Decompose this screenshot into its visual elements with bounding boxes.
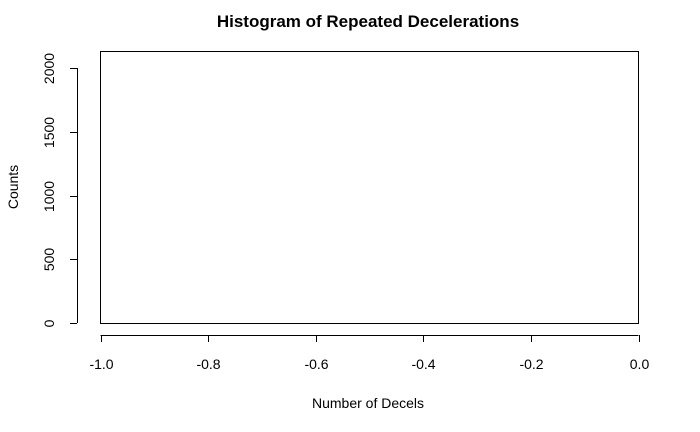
- x-tick-label: -1.0: [89, 356, 113, 372]
- x-axis: -1.0 -0.8 -0.6 -0.4 -0.2 0.0: [89, 335, 649, 372]
- plot-area: [100, 51, 639, 324]
- x-tick-label: -0.8: [196, 356, 220, 372]
- x-tick-label: -0.2: [519, 356, 543, 372]
- y-tick-label: 1000: [41, 181, 57, 212]
- x-axis-label: Number of Decels: [312, 395, 424, 411]
- x-tick-label: -0.6: [304, 356, 328, 372]
- chart-title: Histogram of Repeated Decelerations: [217, 12, 519, 31]
- y-tick-label: 2000: [41, 53, 57, 84]
- x-tick-label: -0.4: [411, 356, 435, 372]
- y-tick-label: 0: [41, 319, 57, 327]
- y-tick-label: 500: [41, 248, 57, 272]
- y-axis: 0 500 1000 1500 2000: [41, 53, 78, 327]
- y-axis-label: Counts: [5, 165, 21, 209]
- y-tick-label: 1500: [41, 117, 57, 148]
- x-tick-label: 0.0: [630, 356, 650, 372]
